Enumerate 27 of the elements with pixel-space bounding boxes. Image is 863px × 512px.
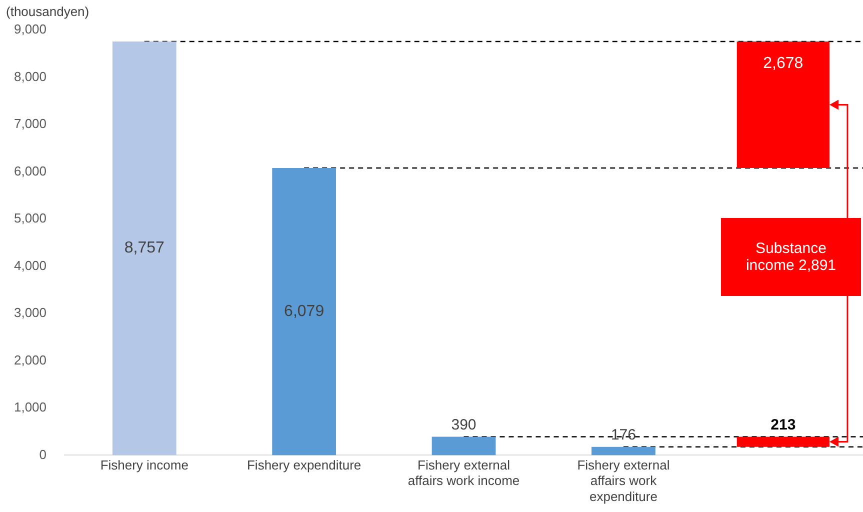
y-tick-label: 4,000 [14, 258, 47, 273]
note-box: Substance income 2,891 [721, 218, 861, 296]
data-label: 6,079 [284, 303, 324, 320]
bar [736, 41, 830, 168]
x-tick-label: Fishery expenditure [246, 458, 362, 473]
y-tick-label: 7,000 [14, 116, 47, 132]
y-tick-label: 6,000 [14, 163, 47, 178]
y-tick-label: 5,000 [14, 210, 47, 226]
bar [592, 446, 656, 456]
data-label: 8,757 [124, 240, 164, 257]
bar [432, 436, 496, 456]
y-tick-label: 2,000 [14, 352, 47, 368]
data-label: 176 [610, 426, 636, 444]
y-tick-label: 8,000 [14, 68, 47, 84]
x-tick-label: Fishery external affairs work income [408, 458, 520, 488]
y-tick-label: 0 [39, 446, 47, 462]
data-label: 213 [770, 416, 796, 434]
bar [112, 41, 176, 456]
y-tick-label: 3,000 [14, 305, 47, 320]
y-tick-label: 9,000 [14, 22, 47, 37]
x-tick-label: Fishery income [100, 458, 188, 473]
data-label: 390 [451, 416, 476, 434]
y-axis-title: (thousandyen) [6, 4, 90, 20]
x-tick-label: Fishery external affairs work expenditure [577, 458, 670, 504]
data-label: 2,678 [763, 54, 804, 72]
y-tick-label: 1,000 [14, 400, 47, 415]
bar [272, 168, 336, 456]
